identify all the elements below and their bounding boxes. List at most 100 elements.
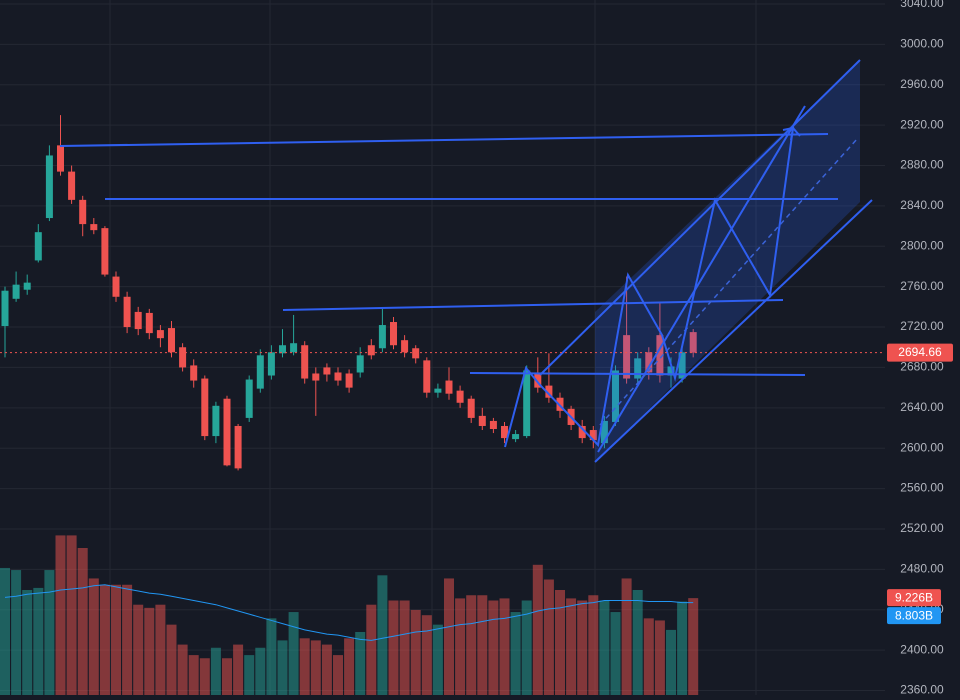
level-line bbox=[469, 372, 806, 376]
candle-body bbox=[467, 398, 475, 418]
volume-bar bbox=[566, 598, 577, 695]
volume-bar bbox=[333, 655, 343, 695]
volume-bar bbox=[521, 600, 532, 695]
candle-body bbox=[156, 330, 164, 339]
volume-bar bbox=[388, 600, 399, 695]
volume-bar bbox=[610, 612, 621, 695]
volume-bar bbox=[532, 564, 543, 695]
y-tick-label: 2760.00 bbox=[900, 279, 944, 293]
candle-body bbox=[134, 311, 142, 330]
volume-ma-label: 8.803B bbox=[895, 608, 933, 622]
candle-body bbox=[68, 171, 76, 200]
y-tick-label: 2360.00 bbox=[900, 683, 944, 695]
volume-bar bbox=[588, 595, 599, 695]
candle-body bbox=[57, 145, 64, 172]
candle-body bbox=[212, 405, 220, 437]
volume-bar bbox=[377, 575, 388, 695]
volume-bar bbox=[688, 598, 699, 695]
y-tick-label: 2840.00 bbox=[900, 198, 944, 212]
candle-body bbox=[79, 199, 87, 225]
candle-body bbox=[423, 360, 431, 393]
candle-body bbox=[589, 430, 597, 441]
volume-bar bbox=[321, 644, 332, 695]
candle-body bbox=[190, 365, 198, 381]
candle-body bbox=[489, 420, 497, 430]
level-line bbox=[59, 133, 829, 147]
last-price-box bbox=[887, 343, 953, 362]
volume-bar bbox=[488, 600, 499, 695]
volume-bar bbox=[210, 647, 221, 695]
volume-bar bbox=[666, 629, 676, 695]
candle-body bbox=[401, 340, 409, 353]
candle-body bbox=[656, 335, 664, 376]
volume-bar bbox=[222, 658, 232, 695]
y-tick-label: 2880.00 bbox=[900, 158, 944, 172]
candle-body bbox=[523, 370, 531, 437]
candle-body bbox=[245, 379, 253, 418]
volume-bar bbox=[432, 624, 443, 695]
candle-body bbox=[612, 370, 619, 422]
candle-body bbox=[279, 345, 286, 354]
y-tick-label: 2560.00 bbox=[900, 481, 944, 495]
candle-body bbox=[545, 385, 553, 398]
y-tick-label: 2920.00 bbox=[900, 117, 944, 131]
volume-label: 9.226B bbox=[895, 590, 933, 604]
volume-bar bbox=[621, 578, 632, 695]
volume-bar bbox=[399, 600, 410, 695]
volume-bar bbox=[155, 604, 166, 695]
volume-bar bbox=[111, 584, 121, 695]
volume-ma-line bbox=[4, 584, 694, 641]
volume-bar bbox=[255, 647, 266, 695]
candle-body bbox=[634, 358, 642, 379]
volume-bar bbox=[477, 595, 488, 695]
channel-line bbox=[597, 105, 806, 453]
candle-body bbox=[345, 373, 353, 388]
candle-body bbox=[445, 380, 453, 394]
candle-body bbox=[534, 373, 542, 388]
volume-bar bbox=[455, 598, 466, 695]
y-tick-label: 2480.00 bbox=[900, 561, 944, 575]
volume-bar bbox=[77, 548, 88, 695]
volume-bar bbox=[654, 620, 665, 695]
volume-bar bbox=[643, 618, 654, 695]
level-line bbox=[282, 299, 784, 311]
volume-bar bbox=[355, 632, 366, 695]
volume-bar bbox=[0, 567, 10, 695]
volume-bar bbox=[22, 590, 33, 695]
volume-bar bbox=[421, 615, 432, 695]
volume-bar bbox=[66, 535, 77, 695]
y-tick-label: 2640.00 bbox=[900, 400, 944, 414]
candle-body bbox=[390, 322, 397, 346]
candle-body bbox=[623, 335, 631, 379]
volume-bar bbox=[677, 601, 688, 695]
volume-bar bbox=[144, 607, 155, 695]
candle-body bbox=[179, 347, 187, 368]
candle-body bbox=[1, 290, 9, 327]
candle-body bbox=[378, 325, 386, 349]
volume-label-box bbox=[887, 589, 941, 607]
y-tick-label: 2400.00 bbox=[900, 642, 944, 656]
candle-body bbox=[145, 312, 153, 334]
candle-body bbox=[456, 390, 464, 403]
volume-bar bbox=[366, 604, 377, 695]
candle-body bbox=[645, 352, 653, 373]
volume-bar bbox=[632, 590, 643, 695]
candle-body bbox=[578, 425, 586, 439]
volume-bar bbox=[11, 570, 22, 695]
candle-body bbox=[501, 425, 508, 439]
volume-bar bbox=[133, 604, 144, 695]
candle-body bbox=[90, 224, 98, 231]
volume-bar bbox=[199, 658, 210, 695]
candle-body bbox=[478, 415, 486, 426]
volume-bar bbox=[288, 612, 299, 695]
drawings bbox=[59, 59, 873, 463]
channel-mid bbox=[599, 137, 859, 426]
channel-line bbox=[539, 59, 861, 376]
volume-bar bbox=[55, 535, 66, 695]
y-tick-label: 3040.00 bbox=[900, 0, 944, 10]
candle-body bbox=[678, 352, 686, 379]
candle-body bbox=[512, 434, 520, 440]
candle-body bbox=[267, 352, 275, 376]
volume-bar bbox=[266, 618, 277, 695]
candle-body bbox=[290, 343, 298, 353]
